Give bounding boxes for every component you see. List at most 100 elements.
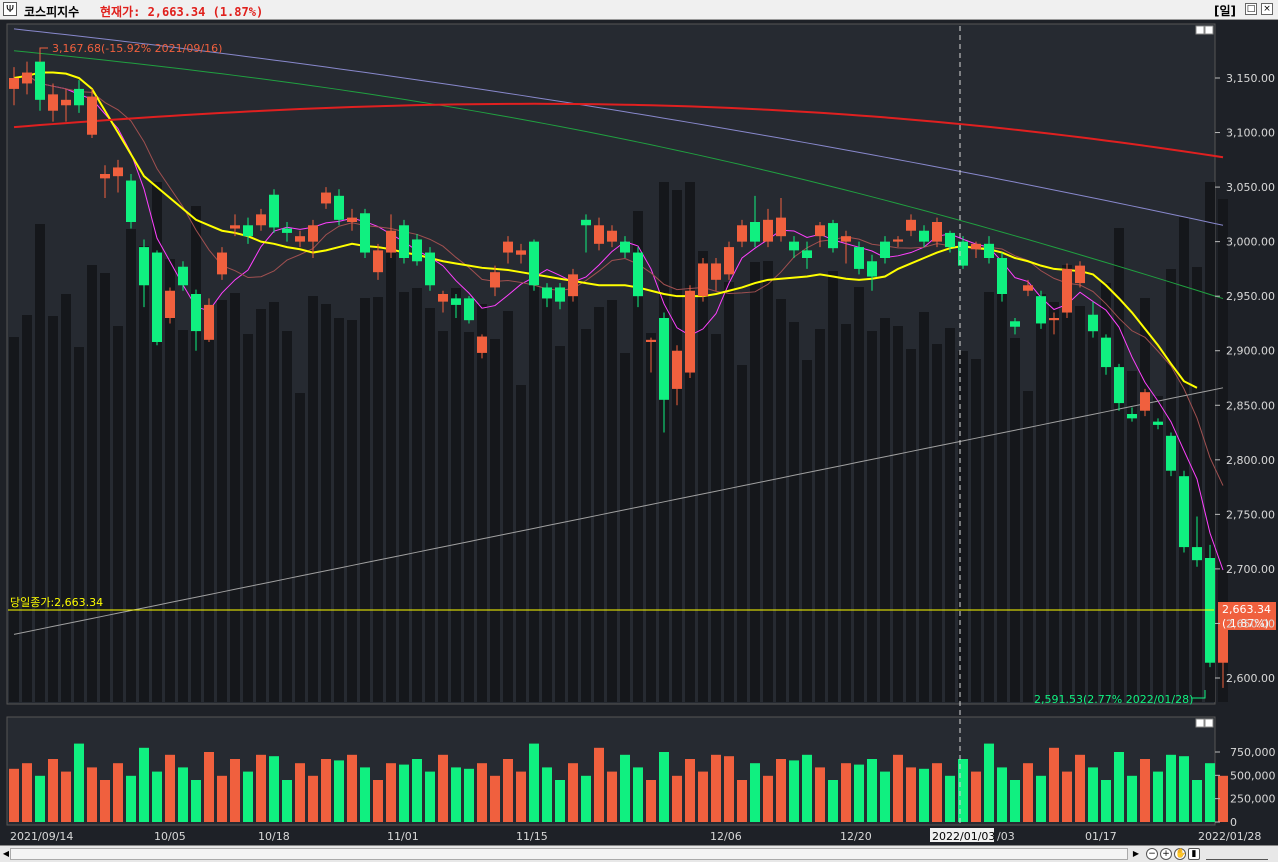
volume-bar (1062, 771, 1072, 822)
bg-volume-bar (932, 344, 942, 702)
volume-bar (87, 767, 97, 822)
volume-bar (321, 759, 331, 822)
bg-volume-bar (529, 261, 539, 702)
candle-body (438, 294, 448, 302)
candle-body (737, 225, 747, 242)
candle-body (802, 250, 812, 258)
bg-volume-bar (698, 251, 708, 702)
volume-bar (269, 756, 279, 822)
bg-volume-bar (451, 288, 461, 702)
volume-bar (386, 763, 396, 822)
zoom-out-icon[interactable]: − (1146, 848, 1158, 860)
volume-panel-maximize-icon[interactable] (1195, 718, 1205, 728)
volume-bar (789, 760, 799, 822)
volume-bar (1036, 775, 1046, 822)
zoom-in-icon[interactable]: + (1160, 848, 1172, 860)
bg-volume-bar (750, 262, 760, 702)
bg-volume-bar (633, 211, 643, 702)
maximize-icon[interactable]: □ (1245, 3, 1257, 15)
candle-body (828, 223, 838, 249)
bg-volume-bar (1205, 182, 1215, 702)
volume-bar (1023, 763, 1033, 822)
volume-bar (815, 767, 825, 822)
bg-volume-bar (1114, 228, 1124, 702)
candle-body (295, 236, 305, 242)
chart-scrollbar[interactable] (10, 848, 1128, 860)
volume-bar (217, 775, 227, 822)
ma-long-line (13, 387, 1224, 635)
range-slider[interactable] (1206, 849, 1268, 860)
bg-volume-bar (412, 288, 422, 702)
bg-volume-bar (321, 304, 331, 702)
bg-volume-bar (152, 182, 162, 702)
candle-body (555, 287, 565, 302)
bg-volume-bar (1049, 302, 1059, 702)
bg-volume-bar (594, 307, 604, 702)
scroll-left-icon[interactable]: ◀ (2, 849, 10, 858)
close-icon[interactable]: × (1261, 3, 1273, 15)
volume-bar (893, 754, 903, 822)
volume-bar (568, 763, 578, 822)
volume-bar (165, 754, 175, 822)
chart-type-icon[interactable]: ▮ (1188, 848, 1200, 860)
panel-maximize-icon[interactable] (1195, 25, 1205, 35)
volume-bar (178, 767, 188, 822)
current-price-label: 당일종가:2,663.34 (10, 595, 103, 609)
volume-bar (334, 760, 344, 822)
candle-body (841, 236, 851, 242)
candle-body (1218, 609, 1228, 663)
price-tick-label: 3,000.00 (1226, 236, 1275, 249)
candle-body (269, 194, 279, 228)
bg-volume-bar (464, 332, 474, 702)
bg-volume-bar (581, 329, 591, 702)
price-tick-label: 2,650.00 (1226, 617, 1275, 630)
volume-tick-label: 250,000 (1230, 793, 1276, 806)
bg-volume-bar (1179, 217, 1189, 702)
candle-body (763, 219, 773, 242)
candle-body (1010, 321, 1020, 327)
period-selector[interactable]: [일] (1214, 4, 1237, 18)
bg-volume-bar (477, 304, 487, 702)
volume-bar (360, 767, 370, 822)
chart-svg[interactable]: 당일종가:2,663.34 2,663.34 ( 1.87%) 3,167.68… (0, 20, 1278, 845)
bg-volume-bar (958, 351, 968, 702)
volume-bar (581, 775, 591, 822)
volume-bar (1166, 754, 1176, 822)
volume-bar (841, 763, 851, 822)
volume-bar (503, 759, 513, 822)
volume-panel-close-icon[interactable] (1204, 718, 1214, 728)
candle-body (230, 225, 240, 229)
current-price-text: 현재가: 2,663.34 (1.87%) (100, 5, 264, 19)
candle-body (776, 217, 786, 237)
volume-bar (464, 768, 474, 822)
volume-bar (412, 759, 422, 822)
candle-body (685, 290, 695, 373)
bg-volume-bar (399, 292, 409, 702)
bg-volume-bar (659, 182, 669, 702)
candle-body (503, 241, 513, 253)
candle-body (932, 222, 942, 242)
candle-body (48, 94, 58, 111)
pan-hand-icon[interactable]: ✋ (1174, 848, 1187, 860)
volume-bar (607, 771, 617, 822)
background-volume-bars (9, 182, 1228, 702)
date-axis: 2021/09/14 10/05 10/18 11/01 11/15 12/06 12/20… (10, 828, 1261, 843)
volume-bar (1010, 780, 1020, 822)
volume-bar (9, 768, 19, 822)
scroll-right-icon[interactable]: ▶ (1132, 849, 1140, 858)
volume-bar (1075, 754, 1085, 822)
ma10-line (13, 74, 1224, 486)
bg-volume-bar (100, 273, 110, 702)
bg-volume-bar (295, 393, 305, 702)
candle-body (217, 252, 227, 275)
candle-body (750, 222, 760, 242)
bg-volume-bar (542, 299, 552, 702)
volume-bar (555, 780, 565, 822)
bg-volume-bar (22, 315, 32, 702)
volume-bar (1153, 771, 1163, 822)
bg-volume-bar (867, 331, 877, 702)
candle-body (308, 225, 318, 242)
panel-close-icon[interactable] (1204, 25, 1214, 35)
bg-volume-bar (802, 360, 812, 702)
volume-bar (399, 764, 409, 822)
